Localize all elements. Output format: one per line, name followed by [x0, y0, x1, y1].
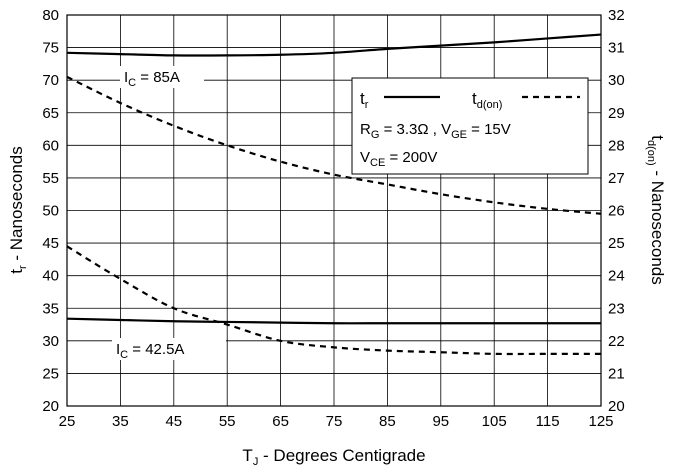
y-left-tick-label: 55 — [42, 170, 59, 187]
x-tick-label: 65 — [272, 413, 289, 430]
x-tick-label: 45 — [165, 413, 182, 430]
y-right-tick-label: 26 — [608, 203, 625, 220]
y-right-tick-label: 25 — [608, 235, 625, 252]
y-left-tick-label: 20 — [42, 398, 59, 415]
y-left-tick-label: 75 — [42, 40, 59, 57]
series-line-tdon_85 — [66, 75, 602, 215]
y-right-tick-label: 32 — [608, 7, 625, 24]
series-group — [66, 33, 602, 356]
y-right-tick-label: 20 — [608, 398, 625, 415]
y-left-tick-label: 60 — [42, 137, 59, 154]
annotation-ic42-bg — [112, 338, 226, 360]
y-axis-left-title: tr - Nanoseconds — [7, 146, 29, 273]
y-right-tick-label: 23 — [608, 300, 625, 317]
legend-conditions-rg-vge: RG = 3.3Ω , VGE = 15V — [360, 121, 511, 141]
y-left-tick-label: 70 — [42, 72, 59, 89]
series-line-tdon_42 — [66, 245, 601, 356]
plot-frame — [66, 14, 602, 407]
x-tick-label: 35 — [112, 413, 129, 430]
y-right-tick-label: 29 — [608, 105, 625, 122]
x-tick-label: 95 — [432, 413, 449, 430]
x-tick-label: 105 — [482, 413, 507, 430]
x-tick-label: 115 — [536, 413, 560, 430]
legend-conditions-vce: VCE = 200V — [360, 149, 437, 169]
x-tick-label: 25 — [59, 413, 76, 430]
y-right-tick-label: 24 — [608, 268, 625, 285]
x-tick-label: 55 — [219, 413, 236, 430]
legend-box — [351, 77, 589, 175]
legend-label-tr: tr — [360, 89, 369, 111]
series-line-tr_85 — [66, 33, 602, 57]
x-tick-label: 125 — [588, 413, 613, 430]
x-tick-label: 85 — [379, 413, 396, 430]
y-right-tick-label: 28 — [608, 137, 625, 154]
x-tick-label: 75 — [326, 413, 343, 430]
legend: tr td(on) RG = 3.3Ω , VGE = 15V VCE = 20… — [351, 77, 589, 175]
y-axis-right-title: td(on) - Nanoseconds — [645, 135, 667, 285]
y-right-tick-label: 27 — [608, 170, 625, 187]
y-left-tick-label: 35 — [42, 300, 59, 317]
series-line-tr_42 — [66, 317, 601, 325]
tick-labels: 25 35 45 55 65 75 85 95 105 115 125202530354045505… — [42, 7, 624, 430]
y-left-tick-label: 25 — [42, 365, 59, 382]
y-left-tick-label: 30 — [42, 333, 59, 350]
y-right-tick-label: 21 — [608, 365, 625, 382]
y-left-tick-label: 80 — [42, 7, 59, 24]
y-right-tick-label: 31 — [608, 40, 625, 57]
annotation-ic85: IC = 85A — [124, 69, 180, 89]
y-left-tick-label: 50 — [42, 203, 59, 220]
legend-label-tdon: td(on) — [472, 89, 502, 111]
annotation-ic42: IC = 42.5A — [116, 341, 184, 361]
y-right-tick-label: 22 — [608, 333, 625, 350]
x-axis-title: TJ - Degrees Centigrade — [242, 446, 425, 468]
y-left-tick-label: 45 — [42, 235, 59, 252]
annotation-ic85-bg — [120, 66, 204, 88]
y-right-tick-label: 30 — [608, 72, 625, 89]
y-left-tick-label: 40 — [42, 268, 59, 285]
y-left-tick-label: 65 — [42, 105, 59, 122]
